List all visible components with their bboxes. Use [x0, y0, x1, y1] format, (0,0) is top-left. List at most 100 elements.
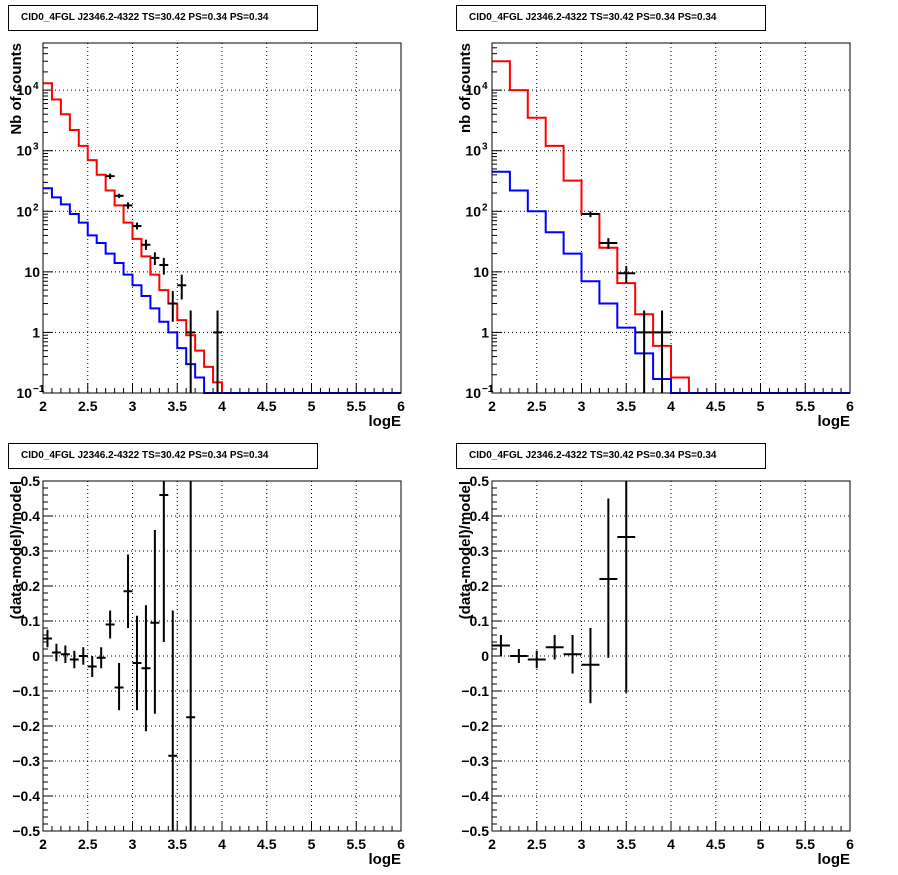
chart-panel: 2 2.5 3 3.5 4 4.5 5 5.5 6 −0.5 −0.4 −0.3 −0.2 −0.1 0 0.… — [457, 473, 854, 868]
y-tick-label: −0.3 — [461, 753, 489, 769]
x-axis-label: logE — [369, 851, 402, 868]
y-tick-label: 0 — [32, 648, 40, 664]
x-tick-label: 3 — [578, 836, 586, 852]
y-tick-label: 10 — [16, 143, 32, 159]
y-tick-label: 0.4 — [470, 508, 490, 524]
y-tick-exponent: 4 — [482, 81, 488, 92]
y-tick-label: 10 — [473, 264, 489, 280]
x-tick-label: 2.5 — [527, 836, 547, 852]
x-tick-label: 4.5 — [706, 398, 726, 414]
y-tick-label: 0.2 — [470, 578, 490, 594]
x-tick-label: 3 — [129, 836, 137, 852]
y-tick-label: 10 — [465, 82, 481, 98]
series-line — [43, 82, 401, 394]
y-tick-label: 0.3 — [470, 543, 490, 559]
y-tick-exponent: 2 — [482, 202, 488, 213]
x-tick-label: 5 — [757, 398, 765, 414]
y-tick-label: 1 — [32, 324, 40, 340]
y-axis-label: Nb of counts — [8, 43, 25, 135]
pad-title: CID0_4FGL J2346.2-4322 TS=30.42 PS=0.34 … — [456, 5, 766, 31]
y-tick-label: −0.4 — [461, 788, 489, 804]
chart-panel: 2 2.5 3 3.5 4 4.5 5 5.5 6 −0.5 −0.4 −0.3 −0.2 −0.1 0 0.… — [8, 473, 405, 868]
x-tick-label: 5.5 — [796, 836, 816, 852]
x-tick-label: 2 — [488, 836, 496, 852]
x-tick-label: 6 — [846, 398, 854, 414]
x-tick-label: 4 — [218, 836, 226, 852]
y-tick-label: 10 — [465, 385, 481, 401]
y-tick-label: 0.2 — [21, 578, 41, 594]
x-tick-label: 2.5 — [527, 398, 547, 414]
y-tick-label: −0.3 — [12, 753, 40, 769]
y-tick-label: 10 — [16, 385, 32, 401]
x-tick-label: 4 — [667, 836, 675, 852]
x-tick-label: 3.5 — [617, 398, 637, 414]
y-tick-label: 1 — [481, 324, 489, 340]
x-axis-label: logE — [818, 413, 851, 430]
y-tick-label: 10 — [465, 203, 481, 219]
y-tick-label: −0.5 — [461, 823, 489, 839]
y-tick-label: 0.1 — [470, 613, 490, 629]
y-tick-label: 0.5 — [21, 473, 41, 489]
plot-frame — [491, 480, 851, 832]
x-tick-label: 3 — [578, 398, 586, 414]
pad-title: CID0_4FGL J2346.2-4322 TS=30.42 PS=0.34 … — [456, 443, 766, 469]
x-tick-label: 2.5 — [78, 398, 98, 414]
x-axis-label: logE — [818, 851, 851, 868]
y-tick-label: 0.3 — [21, 543, 41, 559]
y-tick-label: −0.5 — [12, 823, 40, 839]
x-tick-label: 5.5 — [347, 836, 367, 852]
x-tick-label: 5.5 — [347, 398, 367, 414]
y-tick-label: −0.1 — [12, 683, 40, 699]
y-tick-exponent: 3 — [482, 142, 488, 153]
pad-title: CID0_4FGL J2346.2-4322 TS=30.42 PS=0.34 … — [8, 443, 318, 469]
plot-frame — [42, 480, 402, 832]
y-tick-label: 10 — [24, 264, 40, 280]
x-tick-label: 2 — [39, 398, 47, 414]
x-tick-label: 3.5 — [168, 398, 188, 414]
y-tick-label: −0.4 — [12, 788, 40, 804]
y-tick-label: 0.1 — [21, 613, 41, 629]
y-tick-exponent: 4 — [33, 81, 39, 92]
x-tick-label: 5 — [308, 398, 316, 414]
y-tick-exponent: 3 — [33, 142, 39, 153]
x-tick-label: 4.5 — [706, 836, 726, 852]
x-tick-label: 3.5 — [168, 836, 188, 852]
x-tick-label: 4.5 — [257, 836, 277, 852]
y-axis-label: (data-model)/model — [8, 481, 25, 619]
series-line — [492, 170, 850, 394]
x-tick-label: 2.5 — [78, 836, 98, 852]
x-tick-label: 3.5 — [617, 836, 637, 852]
y-tick-label: −0.1 — [461, 683, 489, 699]
y-tick-label: 0 — [481, 648, 489, 664]
x-tick-label: 5 — [757, 836, 765, 852]
series-line — [492, 60, 850, 394]
y-tick-label: −0.2 — [12, 718, 40, 734]
y-axis-label: nb of counts — [457, 43, 474, 133]
x-tick-label: 2 — [39, 836, 47, 852]
x-tick-label: 5 — [308, 836, 316, 852]
y-tick-label: 0.4 — [21, 508, 41, 524]
y-axis-label: (data-model)/model — [457, 481, 474, 619]
y-tick-exponent: 2 — [33, 202, 39, 213]
x-tick-label: 6 — [397, 836, 405, 852]
y-tick-exponent: −1 — [33, 384, 45, 395]
x-tick-label: 4 — [667, 398, 675, 414]
y-tick-label: −0.2 — [461, 718, 489, 734]
x-tick-label: 4 — [218, 398, 226, 414]
x-tick-label: 2 — [488, 398, 496, 414]
pad-title: CID0_4FGL J2346.2-4322 TS=30.42 PS=0.34 … — [8, 5, 318, 31]
y-tick-exponent: −1 — [482, 384, 494, 395]
x-axis-label: logE — [369, 413, 402, 430]
y-tick-label: 0.5 — [470, 473, 490, 489]
series-line — [43, 187, 401, 394]
x-tick-label: 5.5 — [796, 398, 816, 414]
y-tick-label: 10 — [16, 203, 32, 219]
x-tick-label: 6 — [846, 836, 854, 852]
plot-frame — [491, 42, 851, 394]
y-tick-label: 10 — [465, 143, 481, 159]
x-tick-label: 4.5 — [257, 398, 277, 414]
x-tick-label: 3 — [129, 398, 137, 414]
